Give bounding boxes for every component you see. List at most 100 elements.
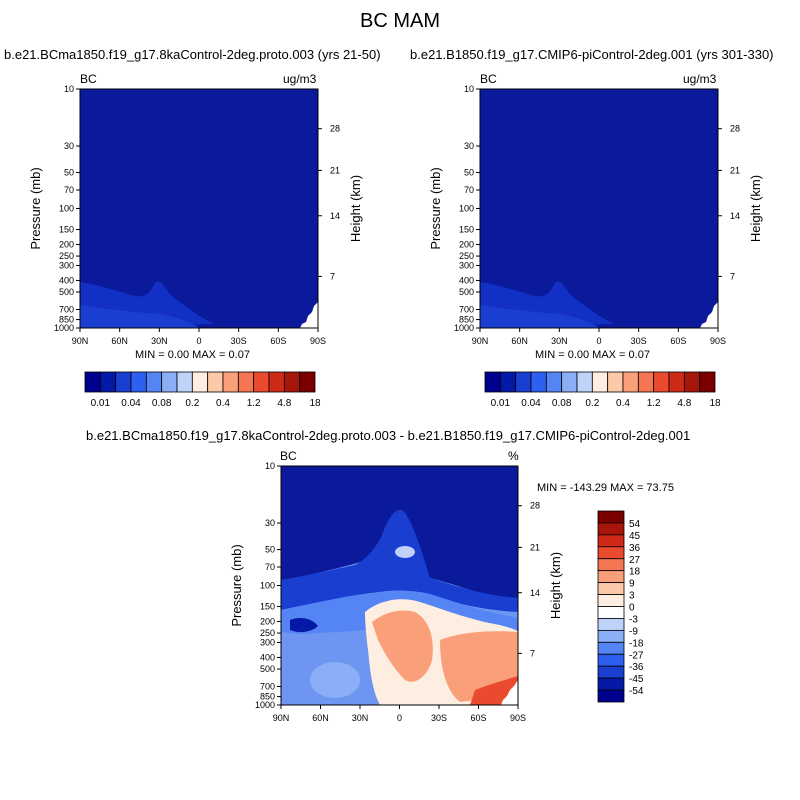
right-ytick-label: 100	[459, 204, 474, 214]
right-xtick-label: 60N	[511, 336, 528, 346]
left-ytick-label: 10	[64, 84, 74, 94]
left-ytick-label: 250	[59, 251, 74, 261]
right-ylabel-right: Height (km)	[748, 175, 763, 242]
colorbar-label: 1.2	[247, 398, 261, 409]
colorbar-swatch	[222, 371, 239, 393]
right-ylabel: Pressure (mb)	[428, 167, 443, 249]
colorbar-swatch	[561, 371, 578, 393]
colorbar-label: 4.8	[677, 398, 691, 409]
right-xtick-label: 0	[596, 336, 601, 346]
left-ytick-label: 70	[64, 185, 74, 195]
colorbar-label: 27	[629, 555, 641, 566]
colorbar-label: 0.08	[152, 398, 172, 409]
colorbar-swatch	[597, 546, 625, 560]
left-ytick-label: 150	[59, 225, 74, 235]
left-xtick-label: 30S	[231, 336, 247, 346]
diff-units-label: %	[508, 449, 519, 463]
diff-ytick-right-label: 14	[530, 588, 540, 598]
colorbar-swatch	[253, 371, 270, 393]
colorbar-swatch	[145, 371, 163, 393]
colorbar-swatch	[515, 371, 532, 393]
right-panel-plot	[480, 89, 718, 328]
left-ytick-right-label: 14	[330, 211, 340, 221]
diff-ytick-label: 850	[260, 692, 275, 702]
diff-ytick-label: 50	[265, 545, 275, 555]
right-ytick-right-label: 21	[730, 165, 740, 175]
left-xtick-label: 60S	[270, 336, 286, 346]
colorbar-swatch	[597, 665, 625, 679]
right-ytick-label: 300	[459, 261, 474, 271]
left-panel-plot	[80, 89, 318, 328]
left-ylabel-right: Height (km)	[348, 175, 363, 242]
colorbar-label: 18	[629, 567, 641, 578]
diff-ytick-label: 10	[265, 461, 275, 471]
colorbar-label: 36	[629, 543, 641, 554]
left-minmax: MIN = 0.00 MAX = 0.07	[135, 349, 250, 361]
left-field-missing	[300, 302, 318, 328]
colorbar-label: 0.04	[521, 398, 541, 409]
colorbar-label: -45	[629, 674, 644, 685]
colorbar-label: 0.01	[91, 398, 111, 409]
right-xtick-label: 60S	[670, 336, 686, 346]
colorbar-swatch	[237, 371, 255, 393]
colorbar-label: 0.2	[585, 398, 599, 409]
colorbar-swatch	[161, 371, 178, 393]
colorbar-label: -27	[629, 650, 644, 661]
left-xtick-label: 0	[196, 336, 201, 346]
right-ytick-label: 150	[459, 225, 474, 235]
left-ytick-label: 700	[59, 304, 74, 314]
colorbar-swatch	[268, 371, 285, 393]
diff-contour-neg-pocket	[290, 618, 318, 633]
diff-xtick-label: 90N	[273, 713, 290, 723]
colorbar-swatch	[130, 371, 147, 393]
diff-ytick-label: 200	[260, 616, 275, 626]
right-ytick-label: 850	[459, 315, 474, 325]
colorbar-label: -54	[629, 686, 644, 697]
right-xtick-label: 90N	[472, 336, 489, 346]
colorbar-label: 54	[629, 519, 641, 530]
colorbar-label: -36	[629, 662, 644, 673]
right-minmax: MIN = 0.00 MAX = 0.07	[535, 349, 650, 361]
right-xtick-label: 30S	[631, 336, 647, 346]
left-ytick-label: 850	[59, 315, 74, 325]
left-ytick-label: 500	[59, 287, 74, 297]
colorbar-swatch	[597, 677, 625, 691]
colorbar-label: 0.08	[552, 398, 572, 409]
right-xtick-label: 30N	[551, 336, 568, 346]
right-field-contour-surface	[480, 305, 600, 328]
left-xtick-label: 90S	[310, 336, 326, 346]
colorbar-swatch	[499, 371, 517, 393]
right-ytick-label: 700	[459, 304, 474, 314]
left-units-label: ug/m3	[283, 72, 317, 86]
colorbar-swatch	[699, 371, 716, 393]
left-xtick-label: 30N	[151, 336, 168, 346]
left-field-contour-surface	[80, 305, 200, 328]
colorbar-label: 0.04	[121, 398, 141, 409]
left-ytick-label: 200	[59, 239, 74, 249]
left-ytick-right-label: 28	[330, 124, 340, 134]
right-xtick-label: 90S	[710, 336, 726, 346]
colorbar-swatch	[597, 653, 625, 667]
colorbar-swatch	[597, 606, 625, 619]
diff-axes: 1030507010015020025030040050070085010002…	[229, 461, 563, 723]
left-xtick-label: 60N	[111, 336, 128, 346]
diff-xtick-label: 30N	[352, 713, 369, 723]
right-panel-title: b.e21.B1850.f19_g17.CMIP6-piControl-2deg…	[410, 47, 774, 62]
colorbar-label: 18	[309, 398, 321, 409]
colorbar-swatch	[607, 371, 624, 393]
colorbar-swatch	[283, 371, 301, 393]
diff-contour-stratosphere	[281, 466, 518, 599]
right-ytick-label: 250	[459, 251, 474, 261]
right-ytick-label: 200	[459, 239, 474, 249]
right-ytick-right-label: 28	[730, 124, 740, 134]
diff-panel-plot	[281, 466, 518, 705]
figure-title: BC MAM	[360, 10, 440, 32]
left-variable-label: BC	[80, 72, 97, 86]
colorbar-label: 0.2	[185, 398, 199, 409]
left-ytick-right-label: 21	[330, 165, 340, 175]
colorbar-swatch	[115, 371, 132, 393]
colorbar-swatch	[530, 371, 547, 393]
right-units-label: ug/m3	[683, 72, 717, 86]
right-ytick-label: 50	[464, 168, 474, 178]
